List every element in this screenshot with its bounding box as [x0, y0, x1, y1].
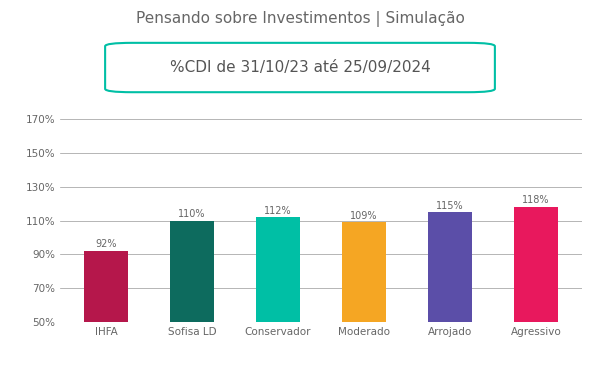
Text: 112%: 112%	[264, 206, 292, 216]
FancyBboxPatch shape	[105, 43, 495, 92]
Text: 109%: 109%	[350, 211, 378, 221]
Text: 92%: 92%	[95, 239, 117, 249]
Text: 110%: 110%	[178, 209, 206, 219]
Text: 118%: 118%	[522, 195, 550, 205]
Bar	[514, 207, 558, 370]
Bar	[84, 251, 128, 370]
Bar	[341, 222, 386, 370]
Text: 115%: 115%	[436, 201, 464, 211]
Bar	[256, 217, 301, 370]
Text: %CDI de 31/10/23 até 25/09/2024: %CDI de 31/10/23 até 25/09/2024	[170, 60, 430, 75]
Text: Pensando sobre Investimentos | Simulação: Pensando sobre Investimentos | Simulação	[136, 11, 464, 27]
Bar	[428, 212, 472, 370]
Bar	[170, 221, 214, 370]
